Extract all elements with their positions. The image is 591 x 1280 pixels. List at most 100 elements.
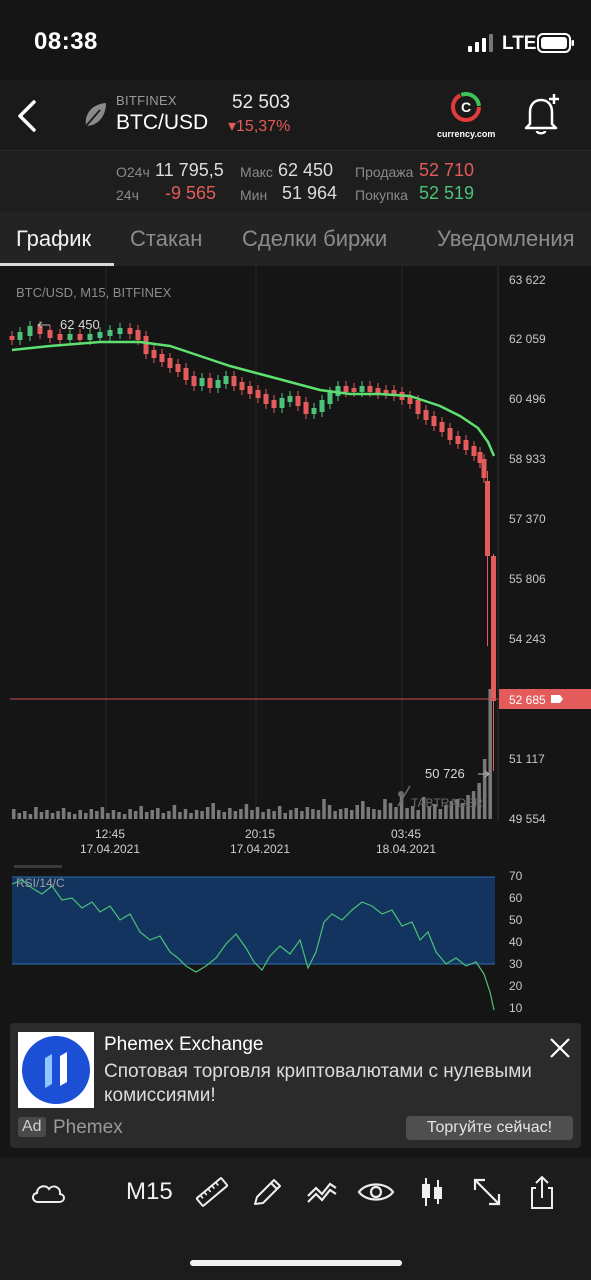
candle-body (431, 416, 437, 426)
rsi-line (11, 879, 495, 1011)
candle-body (143, 336, 149, 354)
candle-body (255, 390, 261, 398)
volume-bar (183, 809, 188, 819)
svg-text:C: C (461, 99, 471, 115)
volume-bar (305, 807, 310, 819)
volume-bar (482, 759, 487, 819)
volume-bar (211, 803, 215, 819)
volume-bar (28, 814, 33, 819)
open24-label: O24ч (116, 164, 150, 180)
rsi-band (12, 877, 495, 964)
max-label: Макс (240, 164, 273, 180)
candle-body (17, 332, 23, 340)
volume-bar (355, 805, 359, 819)
add-alert-bell-icon[interactable] (520, 90, 564, 138)
pair-name[interactable]: BTC/USD (116, 111, 209, 134)
indicators-icon[interactable] (302, 1174, 342, 1210)
timeframe-selector[interactable]: M15 (126, 1178, 173, 1205)
back-icon[interactable] (14, 98, 42, 134)
price-chart[interactable]: BTC/USD, M15, BITFINEX 63 622 62 059 60 49… (0, 266, 591, 866)
volume-bar (156, 808, 160, 819)
ad-brand: Phemex (53, 1117, 123, 1138)
pencil-icon[interactable] (247, 1174, 287, 1210)
candle-body (351, 388, 357, 392)
volume-bar (111, 810, 116, 819)
current-price-tag-text: 52 685 (509, 693, 546, 707)
volume-bar (117, 812, 121, 819)
volume-bar (311, 809, 315, 819)
eye-icon[interactable] (356, 1174, 396, 1210)
ad-cta-button[interactable]: Торгуйте сейчас! (406, 1116, 573, 1140)
volume-bar (100, 807, 105, 819)
ad-text[interactable]: Спотовая торговля криптовалютами с нулев… (104, 1061, 532, 1106)
volume-bar (167, 811, 171, 819)
currency-com-logo[interactable]: C currency.com (437, 92, 495, 139)
ruler-icon[interactable] (192, 1174, 232, 1210)
candle-body (383, 390, 389, 394)
tab-alerts[interactable]: Уведомления (437, 226, 575, 251)
volume-bar (239, 809, 243, 819)
share-icon[interactable] (522, 1174, 562, 1210)
max-value: 62 450 (278, 160, 334, 180)
volume-bar (161, 813, 166, 819)
candle-body (463, 440, 469, 450)
candle-body (97, 332, 103, 338)
tab-orderbook[interactable]: Стакан (130, 226, 203, 251)
volume-bar (205, 807, 210, 819)
volume-bar (72, 814, 77, 819)
rsi-tick-label: 10 (509, 1001, 523, 1015)
volume-bar (89, 809, 94, 819)
rsi-tick-label: 70 (509, 869, 523, 883)
home-indicator[interactable] (190, 1260, 402, 1266)
current-price-tag (499, 689, 591, 709)
candle-body (471, 446, 477, 456)
high-marker-label: 62 450 (60, 317, 100, 332)
change24-value: -9 565 (165, 183, 217, 203)
volume-bar (333, 811, 337, 819)
volume-bar (449, 801, 454, 819)
tab-chart[interactable]: График (16, 226, 92, 251)
volume-bar (300, 811, 304, 819)
tab-trades[interactable]: Сделки биржи (242, 226, 388, 251)
volume-bar (372, 809, 376, 819)
date-tick-label: 17.04.2021 (80, 842, 140, 856)
candle-body (271, 400, 277, 408)
volume-bar (200, 811, 204, 819)
candle-body (263, 394, 269, 404)
low-marker-label: 50 726 (425, 766, 465, 781)
rsi-tick-label: 30 (509, 957, 523, 971)
time-tick-label: 20:15 (245, 827, 275, 841)
candles-icon[interactable] (412, 1174, 452, 1210)
candle-body (135, 330, 141, 340)
date-tick-label: 17.04.2021 (230, 842, 290, 856)
price-tick-label: 55 806 (509, 572, 546, 586)
price-tag-icon (551, 695, 563, 703)
volume-bar (433, 804, 437, 819)
active-tab-indicator (0, 263, 114, 266)
candle-body (199, 378, 205, 386)
tabtrader-watermark: TABTRADER (397, 785, 483, 810)
expand-icon[interactable] (467, 1174, 507, 1210)
ad-title[interactable]: Phemex Exchange (104, 1034, 264, 1055)
rsi-label: RSI/14/C (16, 876, 65, 890)
candlesticks (9, 321, 496, 771)
volume-bar (139, 806, 143, 819)
volume-bar (150, 810, 155, 819)
battery-icon (537, 33, 574, 53)
time-tick-label: 03:45 (391, 827, 421, 841)
ad-badge: Ad (18, 1117, 46, 1137)
candle-body (231, 376, 237, 386)
candle-body (57, 334, 63, 340)
phemex-logo[interactable] (18, 1032, 94, 1108)
last-price: 52 503 (232, 92, 291, 113)
volume-bar (67, 812, 71, 819)
cloud-icon[interactable] (28, 1174, 68, 1210)
panel-divider-handle[interactable] (14, 865, 62, 868)
volume-bar (261, 812, 265, 819)
price-tick-label: 58 933 (509, 452, 546, 466)
candle-body (415, 400, 421, 414)
close-icon[interactable] (548, 1036, 572, 1060)
volume-bar (12, 809, 16, 819)
volume-bar (255, 807, 260, 819)
rsi-panel[interactable]: RSI/14/C 70 60 50 40 30 20 10 (0, 862, 591, 1018)
